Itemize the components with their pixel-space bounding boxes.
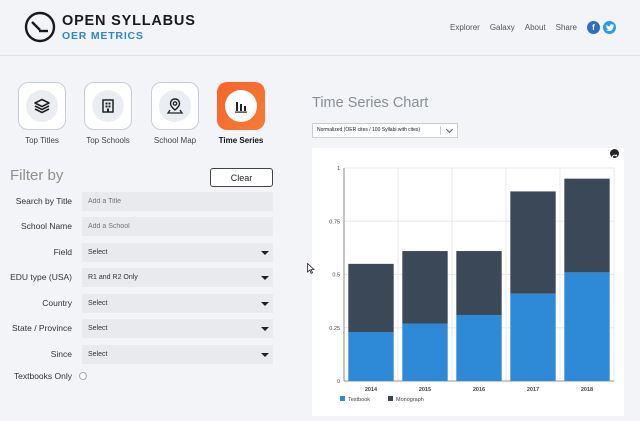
since-label: Since xyxy=(50,349,72,359)
bar-textbook-2014 xyxy=(348,332,394,381)
filter-row-edu: EDU type (USA) R1 and R2 Only xyxy=(0,268,280,287)
tile-time-series[interactable] xyxy=(217,82,265,130)
chart-panel: 0 0.25 0.5 0.75 1 2014 2015 2016 2017 2018 Textboo… xyxy=(312,148,624,416)
tile-top-schools[interactable] xyxy=(84,82,132,130)
chevron-down-icon xyxy=(445,125,454,134)
filter-row-field: Field Select xyxy=(0,243,280,262)
bar-monograph-2016 xyxy=(456,251,502,315)
field-select-value: Select xyxy=(88,249,108,256)
filter-row-title: Search by Title xyxy=(0,192,280,211)
chart-title: Time Series Chart xyxy=(312,95,429,111)
map-pin-icon xyxy=(166,98,184,114)
y-tick-label: 0 xyxy=(337,379,340,385)
nav-galaxy[interactable]: Galaxy xyxy=(489,22,515,32)
y-tick-label: 0.5 xyxy=(332,273,340,279)
bar-chart-icon xyxy=(235,102,247,113)
tile-label-top-titles: Top Titles xyxy=(25,136,59,145)
filter-row-since: Since Select xyxy=(0,345,280,364)
legend-label-textbook: Textbook xyxy=(348,397,370,403)
chevron-down-icon xyxy=(261,327,269,331)
y-tick-label: 0.75 xyxy=(329,219,340,225)
nav-explorer[interactable]: Explorer xyxy=(450,22,480,32)
legend-swatch-textbook xyxy=(340,396,345,401)
nav-about[interactable]: About xyxy=(524,22,546,32)
reset-zoom-icon[interactable] xyxy=(610,149,619,160)
bar-textbook-2015 xyxy=(402,323,448,381)
x-tick-label: 2017 xyxy=(527,387,539,393)
tile-label-top-schools: Top Schools xyxy=(86,136,130,145)
refresh-icon xyxy=(611,154,618,160)
chevron-down-icon xyxy=(261,302,269,306)
school-building-icon xyxy=(102,99,114,113)
filter-title: Filter by xyxy=(10,167,64,184)
time-series-chart: 0 0.25 0.5 0.75 1 2014 2015 2016 2017 2018 Textboo… xyxy=(329,166,615,403)
chevron-down-icon xyxy=(261,353,269,357)
facebook-icon[interactable]: f xyxy=(587,20,600,34)
edu-type-select[interactable]: R1 and R2 Only xyxy=(82,268,273,287)
bar-monograph-2014 xyxy=(348,263,394,333)
school-name-label: School Name xyxy=(20,221,72,231)
twitter-icon[interactable] xyxy=(603,20,616,34)
field-select[interactable]: Select xyxy=(82,243,273,262)
x-tick-label: 2014 xyxy=(365,387,378,393)
state-province-select[interactable]: Select xyxy=(82,319,273,338)
legend-label-monograph: Monograph xyxy=(396,397,424,403)
title-search-label: Search by Title xyxy=(15,196,72,206)
edu-type-label: EDU type (USA) xyxy=(10,272,72,282)
books-stack-icon xyxy=(34,98,50,114)
brand-subtitle: OER METRICS xyxy=(62,30,144,42)
chevron-down-icon xyxy=(261,276,269,280)
metric-select[interactable]: Normalized (OER cites / 100 Syllabi with… xyxy=(312,123,458,138)
header: OPEN SYLLABUS OER METRICS Explorer Galax… xyxy=(0,0,640,56)
bar-monograph-2015 xyxy=(402,251,448,324)
tile-school-map[interactable] xyxy=(151,82,199,130)
country-select-value: Select xyxy=(88,300,108,307)
country-select[interactable]: Select xyxy=(82,294,273,313)
tile-top-titles[interactable] xyxy=(18,82,66,130)
tile-label-school-map: School Map xyxy=(153,136,197,145)
textbooks-only-label: Textbooks Only xyxy=(13,371,72,381)
metric-select-value: Normalized (OER cites / 100 Syllabi with… xyxy=(317,127,421,133)
field-label: Field xyxy=(53,247,72,257)
bar-textbook-2018 xyxy=(564,272,610,381)
filter-row-school: School Name xyxy=(0,217,280,236)
nav-share[interactable]: Share xyxy=(555,22,577,32)
filter-row-state: State / Province Select xyxy=(0,319,280,338)
y-tick-label: 1 xyxy=(337,166,340,172)
since-select-value: Select xyxy=(88,351,108,358)
tile-label-time-series: Time Series xyxy=(218,136,264,145)
brand-title: OPEN SYLLABUS xyxy=(62,13,196,29)
title-search-input[interactable] xyxy=(82,192,273,211)
select-divider xyxy=(440,126,441,135)
since-select[interactable]: Select xyxy=(82,345,273,364)
edu-type-select-value: R1 and R2 Only xyxy=(88,274,138,281)
bar-textbook-2017 xyxy=(510,293,556,381)
open-syllabus-logo-icon xyxy=(24,11,56,43)
country-label: Country xyxy=(42,298,72,308)
y-tick-label: 0.25 xyxy=(329,326,340,332)
bar-textbook-2016 xyxy=(456,314,502,381)
clear-button[interactable]: Clear xyxy=(210,168,273,187)
x-tick-label: 2016 xyxy=(473,387,485,393)
filter-row-country: Country Select xyxy=(0,294,280,313)
state-province-select-value: Select xyxy=(88,325,108,332)
chevron-down-icon xyxy=(261,251,269,255)
legend-swatch-monograph xyxy=(388,396,393,401)
state-province-label: State / Province xyxy=(11,323,72,333)
x-tick-label: 2018 xyxy=(581,387,593,393)
textbooks-only-checkbox[interactable] xyxy=(79,372,87,380)
top-nav: Explorer Galaxy About Share f xyxy=(450,19,640,35)
school-name-input[interactable] xyxy=(82,217,273,236)
bar-monograph-2018 xyxy=(564,178,610,273)
bar-monograph-2017 xyxy=(510,191,556,294)
x-tick-label: 2015 xyxy=(419,387,431,393)
mouse-cursor-icon xyxy=(307,263,315,274)
